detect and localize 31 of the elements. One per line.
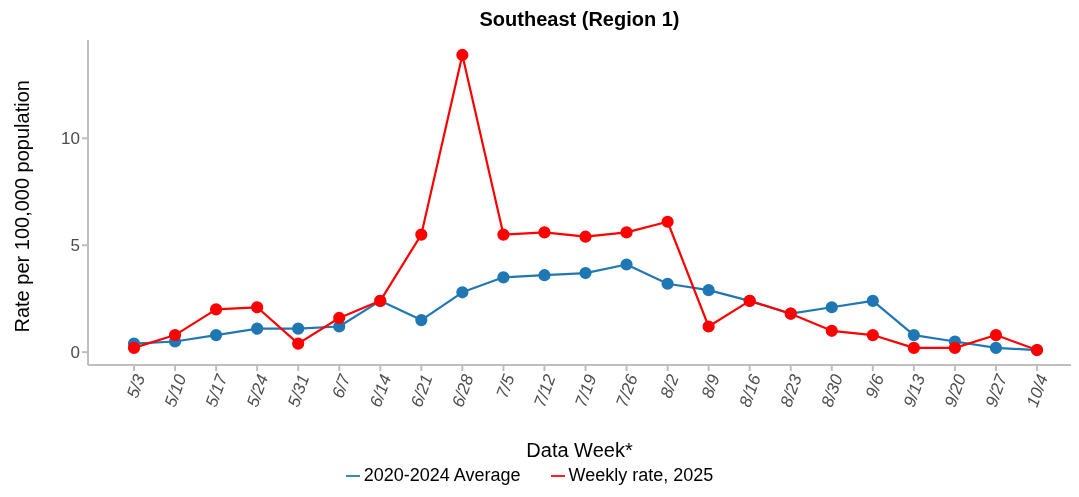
x-tick-label: 7/12 bbox=[530, 371, 560, 410]
x-tick-label: 6/21 bbox=[407, 372, 437, 410]
y-tick-label: 5 bbox=[70, 236, 80, 256]
y-axis-title: Rate per 100,000 population bbox=[11, 80, 34, 333]
x-tick-label: 7/26 bbox=[612, 371, 642, 410]
x-tick-label: 6/28 bbox=[448, 371, 478, 410]
chart-title: Southeast (Region 1) bbox=[478, 8, 681, 32]
x-tick-label: 5/17 bbox=[202, 371, 232, 410]
x-tick-label: 5/31 bbox=[284, 372, 314, 410]
x-axis-title: Data Week* bbox=[526, 439, 633, 461]
x-tick-label: 7/5 bbox=[492, 371, 519, 401]
legend-label: Weekly rate, 2025 bbox=[568, 465, 714, 485]
x-tick-label: 7/19 bbox=[571, 371, 601, 410]
x-tick-label: 6/14 bbox=[366, 372, 396, 410]
x-tick-label: 5/10 bbox=[160, 371, 191, 410]
x-tick-label: 8/30 bbox=[817, 371, 848, 410]
x-tick-label: 8/2 bbox=[656, 371, 683, 401]
x-tick-label: 10/4 bbox=[1022, 372, 1053, 410]
x-tick-label: 8/23 bbox=[776, 371, 807, 410]
x-tick-label: 9/13 bbox=[899, 371, 930, 410]
x-tick-label: 9/6 bbox=[861, 371, 889, 401]
legend-label: 2020-2024 Average bbox=[363, 465, 521, 485]
y-tick-label: 10 bbox=[61, 129, 80, 149]
x-tick-label: 5/24 bbox=[243, 372, 273, 410]
x-tick-label: 5/3 bbox=[123, 371, 150, 401]
x-tick-label: 9/27 bbox=[981, 371, 1012, 410]
x-tick-label: 6/7 bbox=[328, 371, 355, 401]
y-tick-label: 0 bbox=[70, 343, 80, 363]
x-tick-label: 8/16 bbox=[735, 371, 765, 410]
x-tick-label: 9/20 bbox=[940, 371, 971, 410]
x-tick-label: 8/9 bbox=[697, 371, 724, 401]
